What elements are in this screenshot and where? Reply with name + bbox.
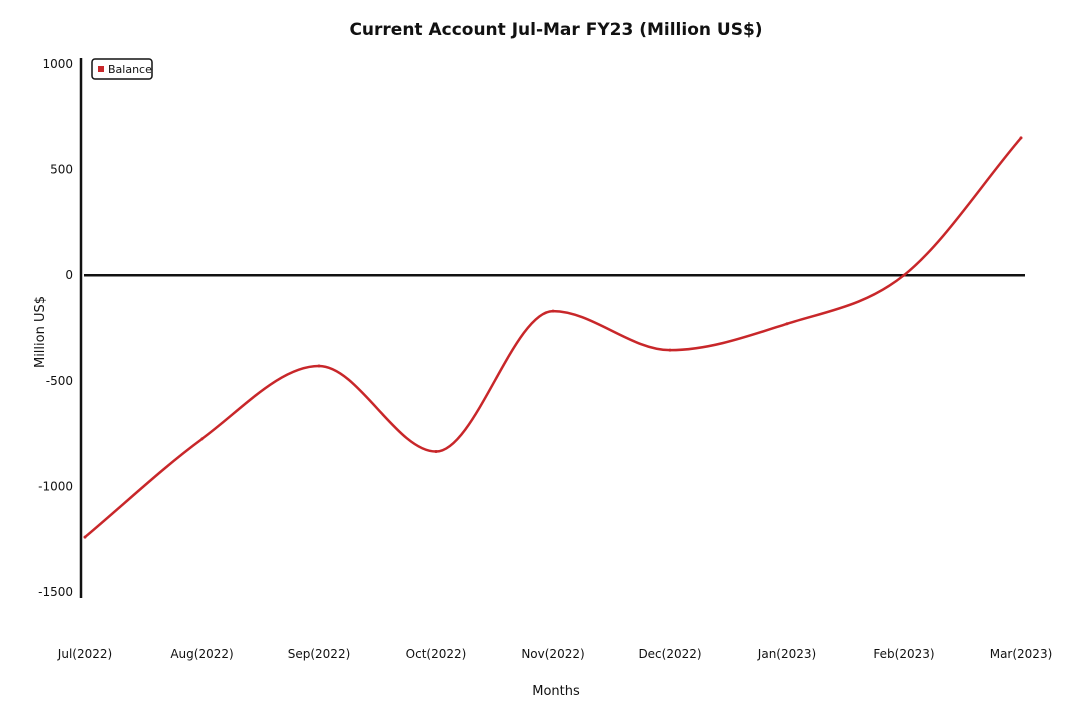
x-tick-label: Oct(2022) bbox=[406, 647, 467, 661]
legend: Balance bbox=[91, 58, 153, 80]
y-tick-label: 0 bbox=[65, 268, 73, 282]
data-point bbox=[434, 450, 438, 454]
y-tick-label: -500 bbox=[46, 374, 73, 388]
x-axis-label: Months bbox=[532, 684, 580, 699]
y-tick-label: 500 bbox=[50, 163, 73, 177]
data-point bbox=[317, 364, 321, 368]
x-tick-label: Aug(2022) bbox=[170, 647, 233, 661]
axes: 1000 500 0 -500 -1000 -1500 Jul(2022) Aug(2022)… bbox=[38, 57, 1052, 661]
x-tick-label: Dec(2022) bbox=[638, 647, 701, 661]
legend-label: Balance bbox=[108, 63, 152, 76]
series-line-balance bbox=[83, 136, 1023, 539]
data-point bbox=[1019, 136, 1023, 140]
legend-box bbox=[91, 58, 153, 80]
data-point bbox=[83, 535, 87, 539]
y-tick-label: 1000 bbox=[42, 57, 73, 71]
data-point bbox=[902, 273, 906, 277]
x-tick-label: Nov(2022) bbox=[521, 647, 584, 661]
y-tick-label: -1500 bbox=[38, 585, 73, 599]
x-tick-label: Jan(2023) bbox=[757, 647, 816, 661]
x-tick-label: Feb(2023) bbox=[873, 647, 934, 661]
y-axis-label: Million US$ bbox=[33, 296, 48, 368]
data-point bbox=[551, 309, 555, 313]
plot-area bbox=[83, 136, 1023, 539]
data-point bbox=[785, 322, 789, 326]
x-tick-label: Mar(2023) bbox=[990, 647, 1053, 661]
y-tick-label: -1000 bbox=[38, 479, 73, 493]
x-tick-label: Jul(2022) bbox=[57, 647, 112, 661]
x-tick-label: Sep(2022) bbox=[288, 647, 351, 661]
data-point bbox=[200, 437, 204, 441]
legend-swatch bbox=[98, 66, 104, 72]
chart-title: Current Account Jul-Mar FY23 (Million US… bbox=[349, 20, 762, 40]
data-point bbox=[668, 348, 672, 352]
